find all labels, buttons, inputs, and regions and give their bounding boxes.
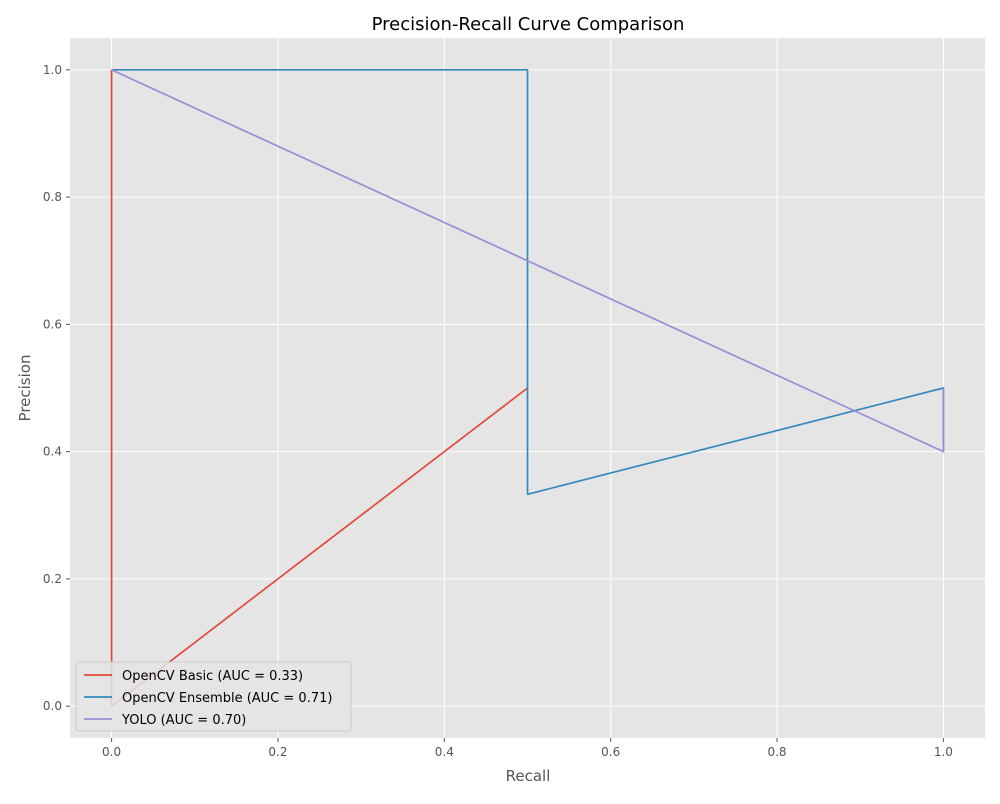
chart-title: Precision-Recall Curve Comparison [372, 14, 685, 35]
y-tick-label: 1.0 [43, 63, 62, 77]
y-tick-label: 0.0 [43, 699, 62, 713]
series-line-3 [111, 69, 945, 453]
y-tick-label: 0.6 [43, 317, 62, 331]
x-tick-label: 0.6 [601, 745, 620, 759]
x-tick-label: 0.8 [767, 745, 786, 759]
x-axis-label: Recall [506, 767, 551, 785]
y-ticks: 0.0 0.2 0.4 0.6 0.8 1.0 [43, 63, 70, 713]
y-tick-label: 0.8 [43, 190, 62, 204]
x-tick-label: 0.4 [435, 745, 454, 759]
legend-entry-label: OpenCV Ensemble (AUC = 0.71) [122, 691, 332, 706]
y-tick-label: 0.4 [43, 445, 62, 459]
x-tick-label: 0.2 [268, 745, 287, 759]
legend-box [75, 661, 352, 732]
y-tick-label: 0.2 [43, 572, 62, 586]
legend: OpenCV Basic (AUC = 0.33) OpenCV Ensemble… [75, 661, 352, 732]
x-ticks: 0.0 0.2 0.4 0.6 0.8 1.0 [102, 738, 953, 759]
x-tick-label: 1.0 [934, 745, 953, 759]
y-axis-label: Precision [16, 355, 34, 422]
legend-entry-label: YOLO (AUC = 0.70) [121, 713, 246, 728]
x-tick-label: 0.0 [102, 745, 121, 759]
legend-entry-label: OpenCV Basic (AUC = 0.33) [122, 669, 303, 684]
